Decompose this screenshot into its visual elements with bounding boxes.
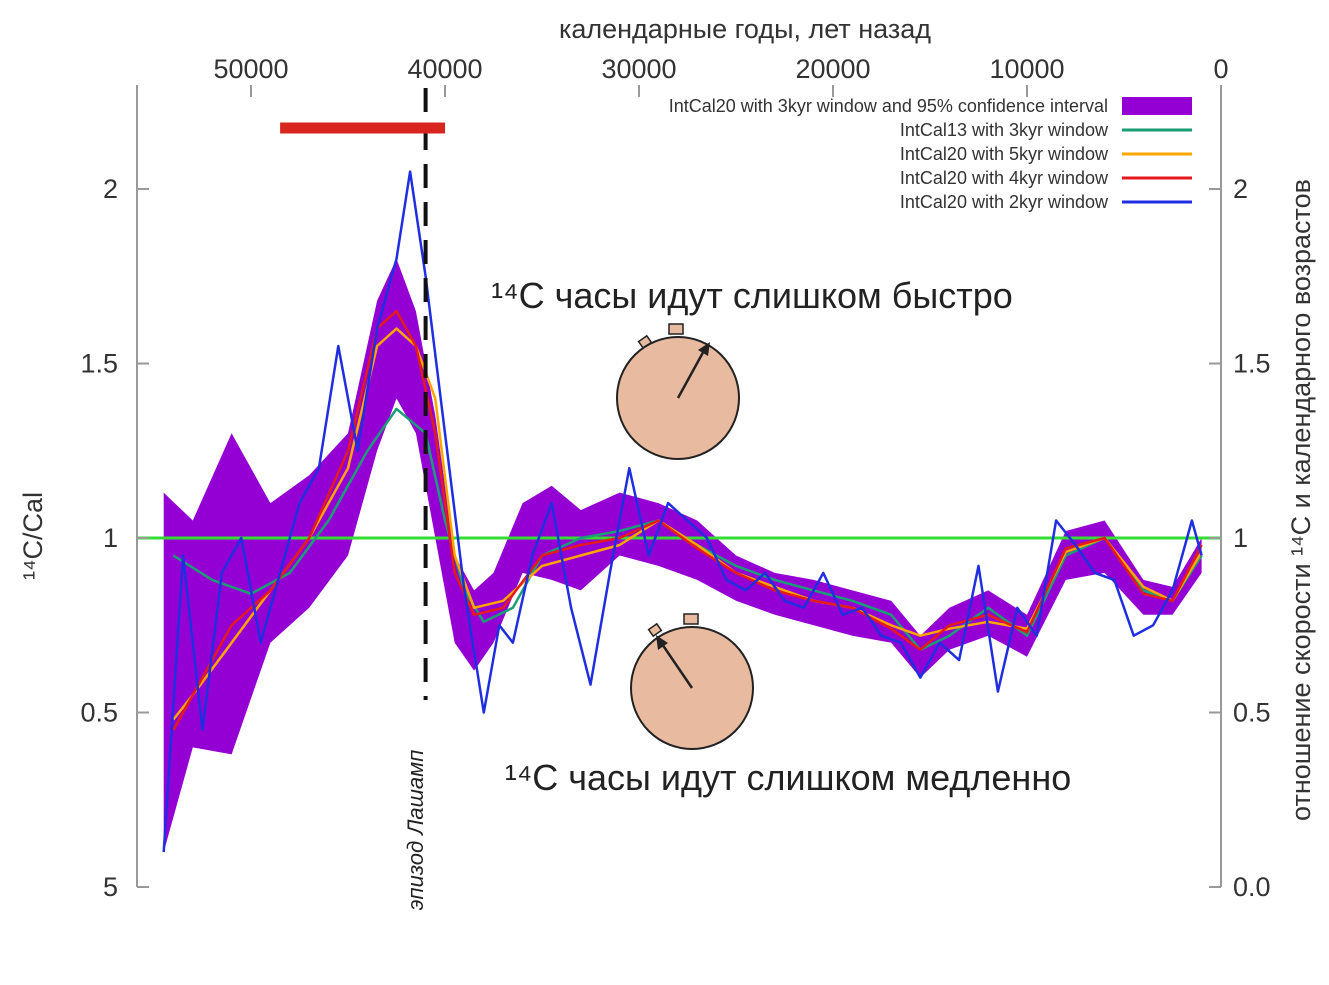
legend-label: IntCal13 with 3kyr window — [900, 120, 1109, 140]
axis-ticks-layer: 50000 40000 30000 20000 10000 0 2 2 1.5 1.5 1 1 0.5 0… — [80, 54, 1270, 902]
series-lines-layer — [162, 170, 1203, 853]
laschamp-marker: эпизод Лашамп — [403, 88, 428, 910]
right-tick-label: 1 — [1233, 523, 1248, 553]
right-tick-label: 0.5 — [1233, 698, 1271, 728]
top-tick-label: 40000 — [407, 54, 482, 84]
left-tick-label: 1.5 — [80, 349, 118, 379]
legend: IntCal20 with 3kyr window and 95% confid… — [669, 96, 1192, 212]
top-tick-label: 20000 — [795, 54, 870, 84]
series-intcal20-2kyr — [162, 170, 1203, 853]
left-tick-label: 0.5 — [80, 698, 118, 728]
legend-label: IntCal20 with 2kyr window — [900, 192, 1109, 212]
left-tick-label: 2 — [103, 174, 118, 204]
top-axis-title: календарные годы, лет назад — [559, 14, 931, 44]
left-axis-title: ¹⁴C/Cal — [18, 492, 48, 580]
top-tick-label: 10000 — [989, 54, 1064, 84]
confidence-band-area — [163, 258, 1202, 853]
legend-label: IntCal20 with 4kyr window — [900, 168, 1109, 188]
legend-label: IntCal20 with 3kyr window and 95% confid… — [669, 96, 1108, 116]
top-tick-label: 50000 — [213, 54, 288, 84]
right-axis-title: отношение скорости ¹⁴C и календарного во… — [1286, 179, 1316, 821]
laschamp-label: эпизод Лашамп — [403, 750, 428, 911]
plot-frame — [136, 85, 1222, 887]
left-tick-label: 1 — [103, 523, 118, 553]
top-tick-label: 0 — [1213, 54, 1228, 84]
stopwatch-fast-icon — [616, 323, 740, 460]
right-tick-label: 0.0 — [1233, 872, 1271, 902]
stopwatch-slow-icon — [630, 613, 754, 750]
top-tick-label: 30000 — [601, 54, 676, 84]
caption-slow: ¹⁴C часы идут слишком медленно — [505, 757, 1071, 798]
right-tick-label: 2 — [1233, 174, 1248, 204]
left-tick-label: 5 — [103, 872, 118, 902]
confidence-band-layer — [163, 258, 1202, 853]
series-intcal20-5kyr — [172, 327, 1203, 721]
legend-label: IntCal20 with 5kyr window — [900, 144, 1109, 164]
caption-fast: ¹⁴C часы идут слишком быстро — [491, 275, 1013, 316]
legend-swatch — [1122, 97, 1192, 115]
right-tick-label: 1.5 — [1233, 349, 1271, 379]
